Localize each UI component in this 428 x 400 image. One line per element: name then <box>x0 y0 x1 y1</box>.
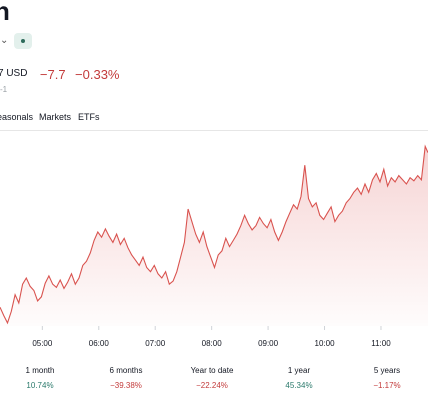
price-row: 7 USD −7.7 −0.33% <box>0 66 119 84</box>
period-5-years[interactable]: 5 years −1.17% <box>347 366 427 390</box>
period-year-to-date[interactable]: Year to date −22.24% <box>172 366 252 390</box>
quote-subline: -1 <box>0 85 8 94</box>
market-status-dot-icon <box>21 39 25 43</box>
performance-periods: 1 month 10.74% 6 months −39.38% Year to … <box>0 366 428 396</box>
currency-label: 7 USD <box>0 68 28 79</box>
chevron-down-icon[interactable]: ⌄ <box>0 35 9 46</box>
period-label: 5 years <box>373 366 401 375</box>
tab-seasonals[interactable]: easonals <box>0 112 34 122</box>
section-tabs: easonals Markets ETFs <box>0 108 428 131</box>
tab-markets[interactable]: Markets <box>39 112 72 122</box>
x-tick-label: 07:00 <box>145 339 166 348</box>
x-tick-label: 05:00 <box>32 339 53 348</box>
x-tick-label: 11:00 <box>371 339 391 348</box>
price-chart[interactable]: 05:00 06:00 07:00 08:00 09:00 10:00 11:00 <box>0 130 428 356</box>
price-change-percent: −0.33% <box>75 67 120 82</box>
price-change: −7.7 <box>39 67 66 82</box>
tab-etfs[interactable]: ETFs <box>78 112 100 122</box>
price-line <box>0 144 428 325</box>
period-label: 6 months <box>109 366 143 375</box>
market-status-badge[interactable] <box>14 33 32 49</box>
period-value: 10.74% <box>26 381 54 390</box>
period-label: 1 month <box>25 366 55 375</box>
period-value: −22.24% <box>196 381 228 390</box>
period-value: 45.34% <box>285 381 313 390</box>
x-tick-label: 10:00 <box>315 339 336 348</box>
x-tick-label: 06:00 <box>89 339 110 348</box>
period-1-month[interactable]: 1 month 10.74% <box>0 366 80 390</box>
period-label: 1 year <box>287 366 311 375</box>
period-6-months[interactable]: 6 months −39.38% <box>86 366 166 390</box>
period-value: −39.38% <box>110 381 142 390</box>
period-1-year[interactable]: 1 year 45.34% <box>259 366 339 390</box>
period-value: −1.17% <box>373 381 401 390</box>
x-tick-label: 08:00 <box>202 339 223 348</box>
x-tick-label: 09:00 <box>258 339 279 348</box>
x-axis-ticks: 05:00 06:00 07:00 08:00 09:00 10:00 11:00 <box>32 326 391 348</box>
price-area-fill <box>0 146 428 326</box>
period-label: Year to date <box>190 366 234 375</box>
symbol-title: n <box>0 0 10 26</box>
